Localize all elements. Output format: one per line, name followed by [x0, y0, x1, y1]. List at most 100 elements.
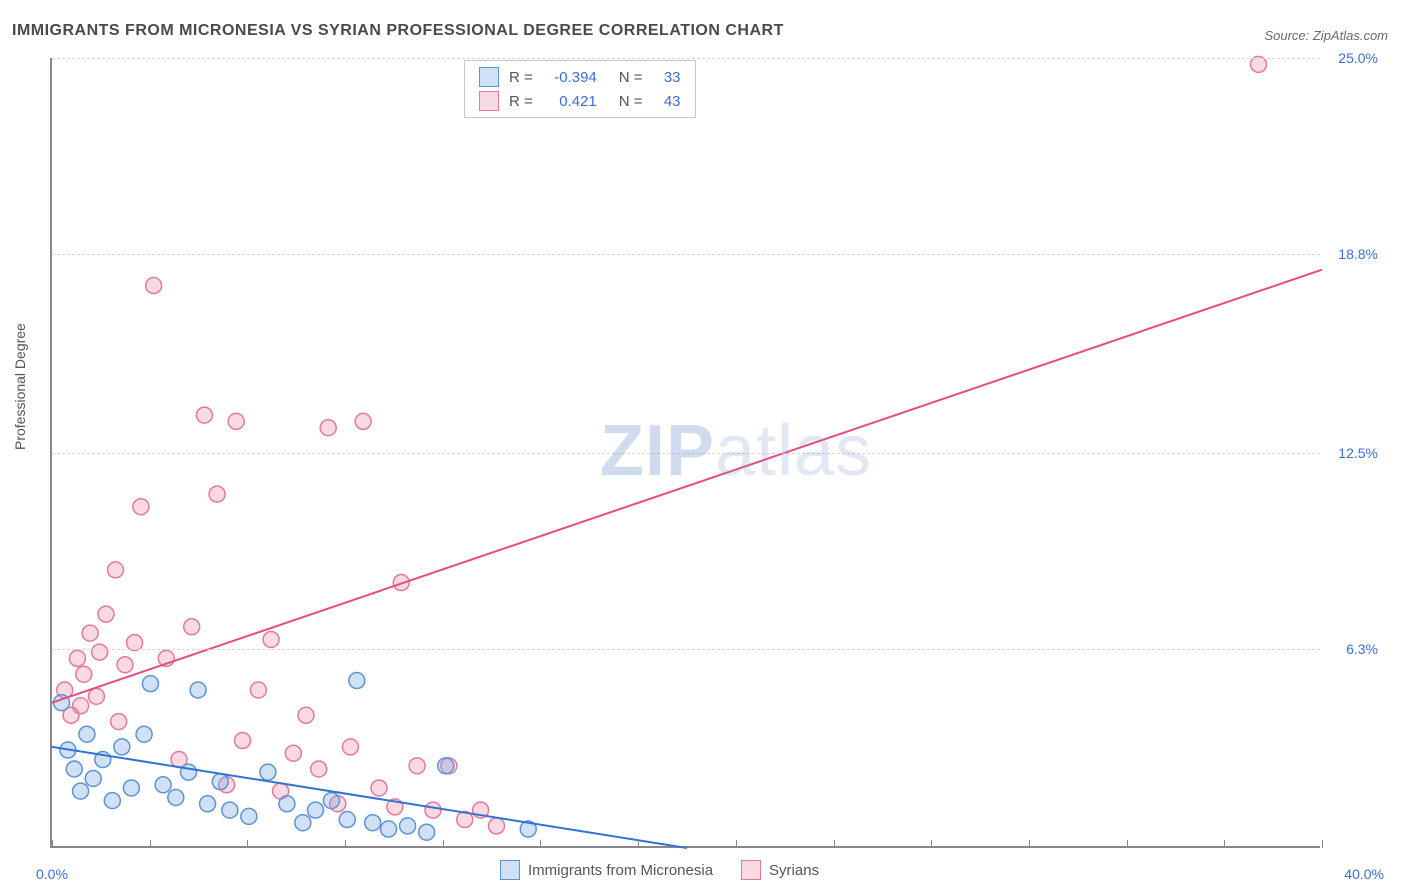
r-value: 0.421 — [543, 93, 597, 110]
scatter-point — [146, 278, 162, 294]
scatter-point — [371, 780, 387, 796]
y-axis-tick-label: 18.8% — [1338, 246, 1378, 262]
plot-svg — [52, 58, 1320, 846]
scatter-point — [222, 802, 238, 818]
legend-swatch — [500, 860, 520, 880]
x-axis-tick — [247, 840, 248, 848]
scatter-point — [400, 818, 416, 834]
scatter-point — [241, 808, 257, 824]
n-value: 33 — [653, 69, 681, 86]
scatter-point — [133, 499, 149, 515]
scatter-point — [190, 682, 206, 698]
scatter-point — [355, 413, 371, 429]
scatter-point — [69, 650, 85, 666]
scatter-point — [323, 793, 339, 809]
scatter-point — [349, 673, 365, 689]
scatter-point — [79, 726, 95, 742]
trend-line — [52, 270, 1322, 703]
gridline — [52, 649, 1320, 650]
scatter-point — [168, 789, 184, 805]
scatter-point — [425, 802, 441, 818]
scatter-point — [260, 764, 276, 780]
series-legend-label: Syrians — [769, 862, 819, 879]
series-legend-label: Immigrants from Micronesia — [528, 862, 713, 879]
x-axis-tick — [736, 840, 737, 848]
scatter-point — [295, 815, 311, 831]
scatter-point — [111, 714, 127, 730]
scatter-point — [409, 758, 425, 774]
x-axis-tick — [834, 840, 835, 848]
scatter-point — [438, 758, 454, 774]
x-axis-tick — [345, 840, 346, 848]
scatter-point — [339, 812, 355, 828]
gridline — [52, 58, 1320, 59]
source-attribution: Source: ZipAtlas.com — [1264, 28, 1388, 43]
n-label: N = — [619, 69, 643, 86]
y-axis-tick-label: 25.0% — [1338, 50, 1378, 66]
x-axis-max-label: 40.0% — [1344, 866, 1384, 882]
scatter-point — [311, 761, 327, 777]
x-axis-tick — [540, 840, 541, 848]
scatter-point — [279, 796, 295, 812]
r-label: R = — [509, 93, 533, 110]
scatter-point — [212, 774, 228, 790]
scatter-point — [308, 802, 324, 818]
scatter-point — [66, 761, 82, 777]
legend-stat-row: R = 0.421 N = 43 — [479, 89, 681, 113]
scatter-point — [82, 625, 98, 641]
series-legend-item: Syrians — [741, 860, 819, 880]
x-axis-tick — [931, 840, 932, 848]
series-legend: Immigrants from Micronesia Syrians — [500, 860, 819, 880]
scatter-point — [196, 407, 212, 423]
scatter-point — [200, 796, 216, 812]
scatter-point — [73, 783, 89, 799]
gridline — [52, 453, 1320, 454]
scatter-point — [320, 420, 336, 436]
scatter-point — [342, 739, 358, 755]
scatter-point — [228, 413, 244, 429]
scatter-point — [76, 666, 92, 682]
x-axis-tick — [150, 840, 151, 848]
scatter-point — [92, 644, 108, 660]
legend-stats-box: R = -0.394 N = 33 R = 0.421 N = 43 — [464, 60, 696, 118]
scatter-point — [136, 726, 152, 742]
n-value: 43 — [653, 93, 681, 110]
x-axis-min-label: 0.0% — [36, 866, 68, 882]
r-label: R = — [509, 69, 533, 86]
x-axis-tick — [1029, 840, 1030, 848]
scatter-point — [114, 739, 130, 755]
x-axis-tick — [1224, 840, 1225, 848]
r-value: -0.394 — [543, 69, 597, 86]
scatter-point — [184, 619, 200, 635]
scatter-point — [250, 682, 266, 698]
x-axis-tick — [443, 840, 444, 848]
scatter-point — [142, 676, 158, 692]
scatter-point — [73, 698, 89, 714]
scatter-point — [298, 707, 314, 723]
y-axis-tick-label: 6.3% — [1346, 641, 1378, 657]
scatter-point — [108, 562, 124, 578]
gridline — [52, 254, 1320, 255]
x-axis-tick — [1322, 840, 1323, 848]
scatter-point — [104, 793, 120, 809]
scatter-point — [489, 818, 505, 834]
x-axis-tick — [1127, 840, 1128, 848]
y-axis-label: Professional Degree — [12, 323, 28, 450]
legend-swatch — [479, 67, 499, 87]
scatter-point — [235, 733, 251, 749]
scatter-point — [155, 777, 171, 793]
series-legend-item: Immigrants from Micronesia — [500, 860, 713, 880]
scatter-point — [181, 764, 197, 780]
scatter-point — [85, 770, 101, 786]
scatter-point — [381, 821, 397, 837]
scatter-point — [209, 486, 225, 502]
n-label: N = — [619, 93, 643, 110]
chart-title: IMMIGRANTS FROM MICRONESIA VS SYRIAN PRO… — [12, 22, 784, 40]
scatter-point — [117, 657, 133, 673]
scatter-point — [285, 745, 301, 761]
legend-swatch — [741, 860, 761, 880]
scatter-point — [123, 780, 139, 796]
scatter-point — [98, 606, 114, 622]
y-axis-tick-label: 12.5% — [1338, 445, 1378, 461]
scatter-point — [88, 688, 104, 704]
